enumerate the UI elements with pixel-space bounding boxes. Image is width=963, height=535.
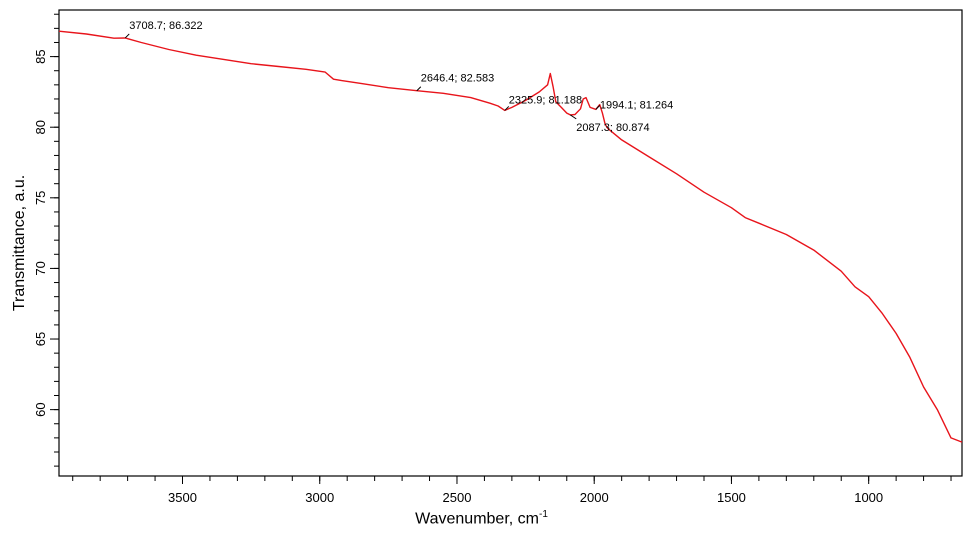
x-tick-label: 2500: [443, 490, 472, 505]
y-tick-label: 60: [33, 402, 48, 416]
y-tick-label: 75: [33, 191, 48, 205]
plot-frame: [58, 9, 963, 477]
y-axis-title: Transmittance, a.u.: [11, 174, 28, 312]
x-axis-title-superscript: -1: [538, 509, 548, 520]
annotation-label: 2646.4; 82.583: [421, 73, 494, 85]
annotation-label: 2325.9; 81.188: [509, 94, 582, 106]
x-tick-label: 3500: [168, 490, 197, 505]
x-tick-label: 2000: [580, 490, 609, 505]
x-tick-label: 1500: [717, 490, 746, 505]
annotation-label: 1994.1; 81.264: [600, 99, 673, 111]
y-tick-label: 65: [33, 332, 48, 346]
annotation-layer: 3708.7; 86.322 2646.4; 82.583 2325.9; 81.1…: [124, 20, 673, 134]
annotation-marker: [569, 114, 577, 120]
x-tick-label: 1000: [854, 490, 883, 505]
annotation-marker: [124, 33, 130, 39]
x-tick-label: 3000: [305, 490, 334, 505]
y-axis-label-area: Transmittance, a.u.: [5, 8, 35, 478]
spectrum-line: [58, 30, 963, 443]
y-tick-label: 85: [33, 49, 48, 63]
x-axis-title-text: Wavenumber, cm: [415, 510, 539, 528]
x-axis-title: Wavenumber, cm-1: [0, 509, 963, 528]
annotation-marker: [504, 106, 510, 111]
series-layer: [58, 30, 963, 443]
annotation-label: 3708.7; 86.322: [129, 20, 202, 32]
y-tick-label: 80: [33, 120, 48, 134]
y-tick-label: 70: [33, 261, 48, 275]
axes: 3500 3000 2500 2000 1500 1000 60 65 70 75 80 85: [33, 9, 963, 505]
annotation-marker: [416, 86, 422, 92]
annotation-label: 2087.3; 80.874: [576, 122, 649, 134]
annotation-marker: [595, 105, 601, 110]
